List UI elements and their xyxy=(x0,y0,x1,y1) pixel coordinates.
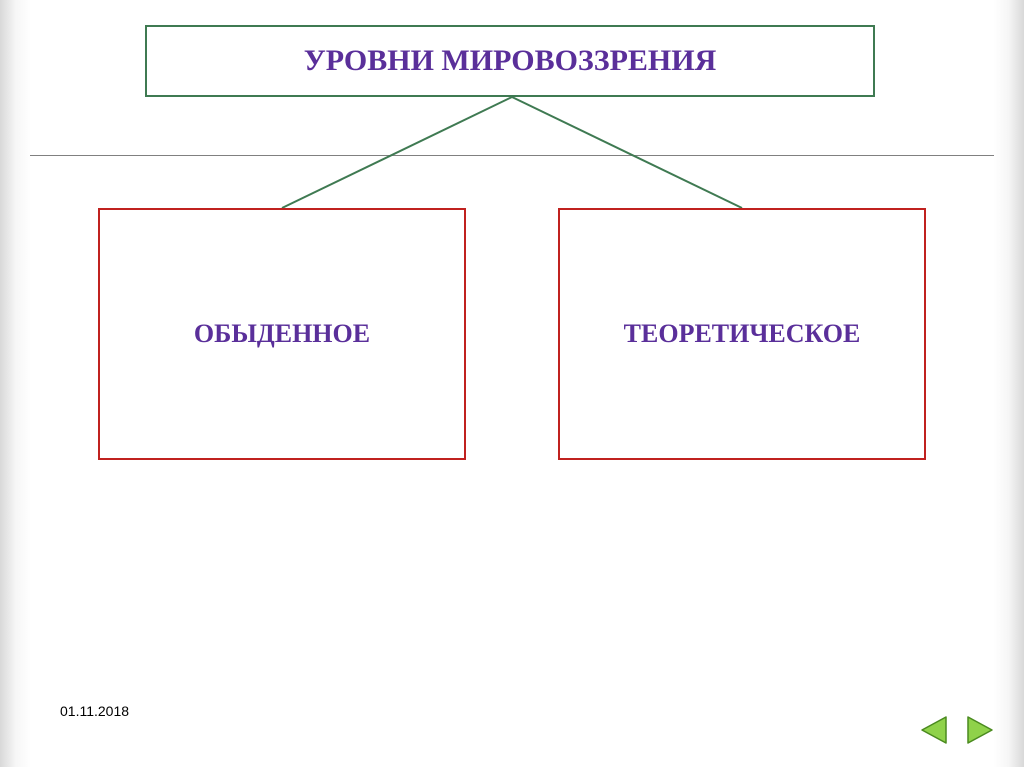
slide: УРОВНИ МИРОВОЗЗРЕНИЯ ОБЫДЕННОЕ ТЕОРЕТИЧЕ… xyxy=(0,0,1024,767)
footer-date: 01.11.2018 xyxy=(60,703,129,719)
divider-line xyxy=(30,155,994,156)
child-left-text: ОБЫДЕННОЕ xyxy=(194,319,370,349)
triangle-left-icon xyxy=(922,717,946,743)
nav-controls xyxy=(918,713,996,747)
next-button[interactable] xyxy=(962,713,996,747)
connector-line-right xyxy=(512,97,742,208)
child-right-text: ТЕОРЕТИЧЕСКОЕ xyxy=(624,319,861,349)
child-box-left: ОБЫДЕННОЕ xyxy=(98,208,466,460)
triangle-right-icon xyxy=(968,717,992,743)
title-box: УРОВНИ МИРОВОЗЗРЕНИЯ xyxy=(145,25,875,97)
title-text: УРОВНИ МИРОВОЗЗРЕНИЯ xyxy=(304,44,717,78)
prev-button[interactable] xyxy=(918,713,952,747)
child-box-right: ТЕОРЕТИЧЕСКОЕ xyxy=(558,208,926,460)
connector-line-left xyxy=(282,97,512,208)
